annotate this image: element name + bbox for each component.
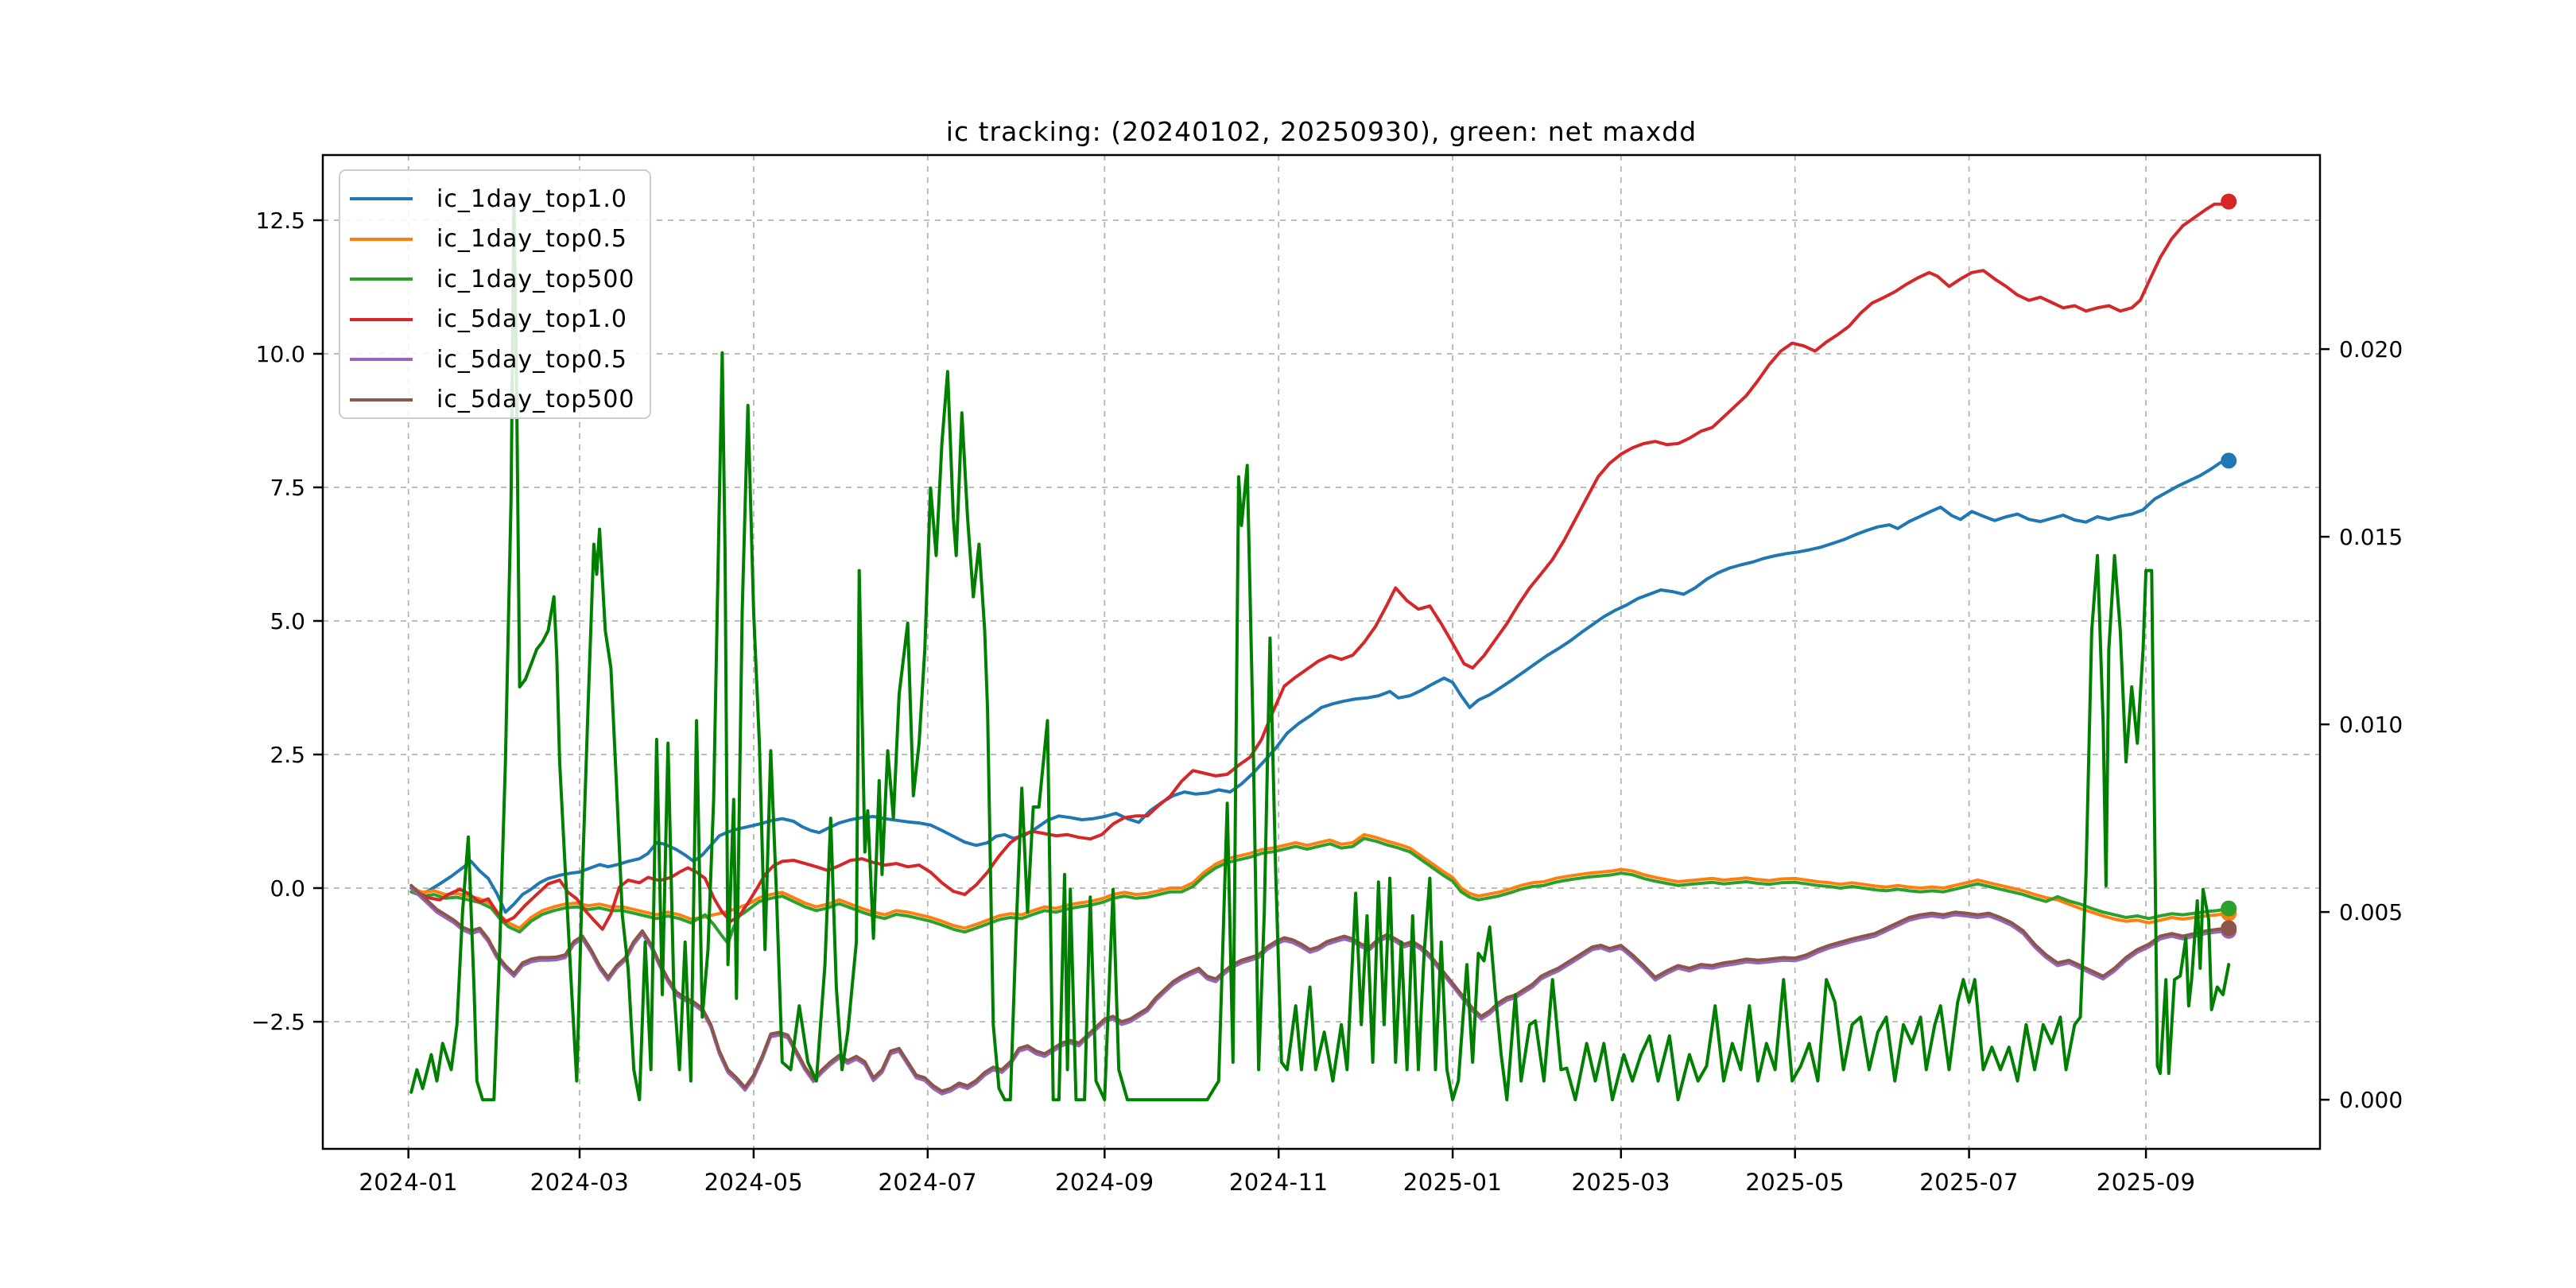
ytick-left-label: 0.0 [270,875,305,902]
legend-item-ic-5day-top0-5: ic_5day_top0.5 [340,339,650,380]
legend-label: ic_1day_top1.0 [436,184,627,213]
xtick-label: 2024-01 [359,1169,458,1196]
end-marker [2221,920,2237,937]
ytick-left-label: −2.5 [251,1009,305,1035]
series-ic-1day-top0-5 [409,832,2231,930]
legend-line-swatch [350,398,413,402]
legend-item-ic-1day-top500: ic_1day_top500 [340,259,650,300]
series-net-maxdd [409,197,2231,1102]
legend: ic_1day_top1.0 ic_1day_top0.5 ic_1day_top5… [339,169,651,419]
legend-line-swatch [350,317,413,321]
ytick-left-label: 5.0 [270,608,305,634]
xtick-label: 2025-05 [1745,1169,1845,1196]
chart-title: ic tracking: (20240102, 20250930), green… [945,116,1697,147]
plot-border [321,153,2322,1150]
legend-label: ic_5day_top0.5 [436,345,627,374]
xtick-label: 2025-09 [2097,1169,2196,1196]
end-marker [2221,452,2237,469]
xtick-label: 2024-11 [1229,1169,1329,1196]
ytick-right-label: 0.010 [2339,712,2403,738]
series-ic-1day-top1-0 [409,459,2231,914]
legend-label: ic_5day_top500 [436,386,635,414]
ytick-right-label: 0.000 [2339,1087,2403,1113]
ytick-left-label: 2.5 [270,742,305,768]
series-ic-5day-top1-0 [409,200,2231,931]
ytick-right-label: 0.005 [2339,899,2403,925]
ytick-right-label: 0.015 [2339,524,2403,550]
legend-item-ic-1day-top0-5: ic_1day_top0.5 [340,219,650,260]
series-ic-1day-top500 [409,836,2231,945]
end-marker [2221,900,2237,917]
legend-label: ic_1day_top0.5 [436,225,627,254]
ytick-left-label: 7.5 [270,475,305,501]
xtick-label: 2024-07 [878,1169,977,1196]
ytick-left-label: 12.5 [256,208,305,234]
legend-line-swatch [350,358,413,362]
end-marker [2221,193,2237,210]
legend-label: ic_5day_top1.0 [436,305,627,334]
xtick-label: 2025-01 [1403,1169,1503,1196]
xtick-label: 2025-07 [1919,1169,2019,1196]
xtick-label: 2024-03 [530,1169,630,1196]
legend-label: ic_1day_top500 [436,265,635,293]
xtick-label: 2024-05 [704,1169,804,1196]
legend-item-ic-1day-top1-0: ic_1day_top1.0 [340,179,650,219]
ytick-right-label: 0.020 [2339,336,2403,363]
ytick-left-label: 10.0 [256,341,305,367]
legend-item-ic-5day-top500: ic_5day_top500 [340,380,650,421]
xtick-label: 2024-09 [1055,1169,1154,1196]
legend-item-ic-5day-top1-0: ic_5day_top1.0 [340,300,650,340]
legend-line-swatch [350,237,413,241]
legend-line-swatch [350,277,413,281]
legend-line-swatch [350,197,413,201]
xtick-label: 2025-03 [1571,1169,1670,1196]
